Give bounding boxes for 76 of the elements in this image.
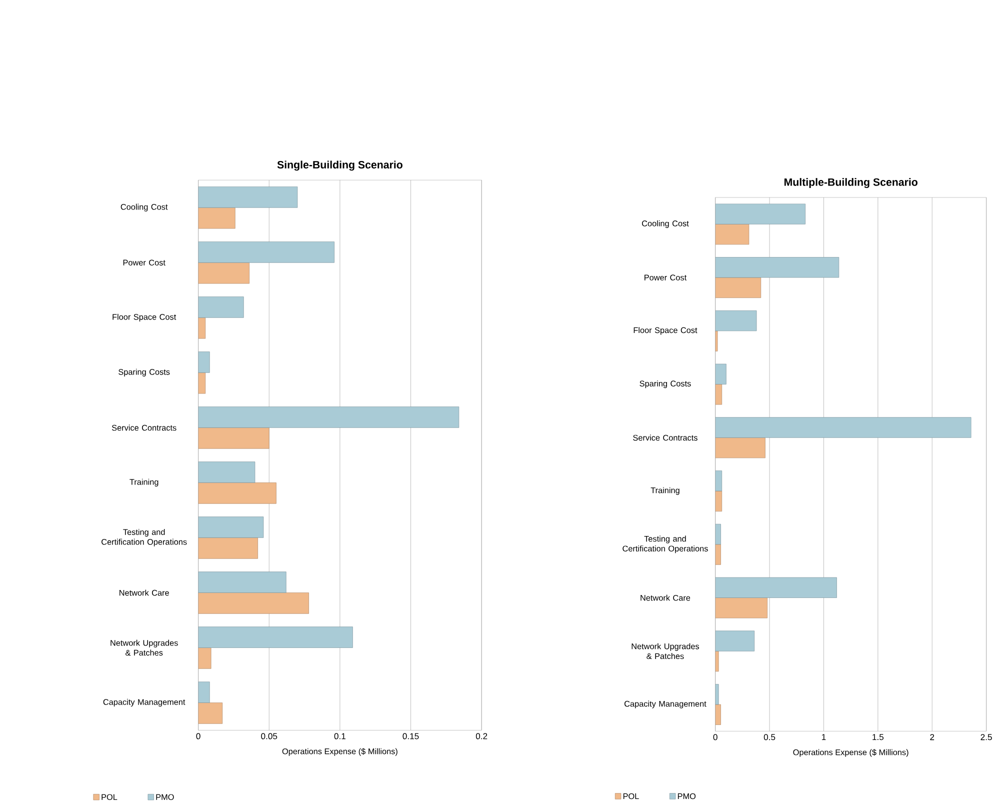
x-tick-label: 0.2	[476, 732, 488, 740]
bar	[715, 384, 722, 405]
bar	[715, 490, 722, 512]
bar	[198, 372, 206, 394]
bar	[715, 704, 721, 725]
legend-label: POL	[623, 793, 639, 799]
bar	[198, 702, 223, 724]
y-tick-label: Network Upgrades & Patches	[632, 643, 700, 659]
y-tick-label: Service Contracts	[112, 424, 176, 430]
x-tick-label: 2	[930, 734, 934, 740]
x-tick-label: 0	[196, 732, 200, 740]
y-tick-label: Training	[130, 478, 158, 486]
bar	[715, 650, 719, 672]
y-tick-label: Testing and Certification Operations	[622, 535, 708, 553]
x-tick-label: 0.5	[764, 734, 776, 740]
x-axis-title: Operations Expense ($ Millions)	[793, 748, 908, 757]
x-axis-title: Operations Expense ($ Millions)	[282, 748, 398, 756]
y-tick-label: Cooling Cost	[642, 220, 689, 228]
bar	[198, 482, 276, 504]
bar	[198, 461, 256, 483]
bar	[198, 537, 258, 559]
bar	[198, 207, 236, 228]
x-tick-label: 2.5	[980, 734, 992, 740]
y-tick-label: Power Cost	[123, 260, 166, 266]
bar	[198, 571, 286, 593]
bar	[715, 364, 726, 384]
y-tick-label: Testing and Certification Operations	[102, 528, 187, 546]
bar	[198, 262, 250, 284]
bar	[715, 277, 762, 298]
bar	[715, 256, 840, 278]
x-tick-label: 0	[713, 734, 718, 740]
bar	[715, 577, 837, 598]
y-tick-label: Cooling Cost	[120, 204, 168, 212]
y-tick-label: Network Care	[120, 590, 169, 596]
bar	[198, 516, 264, 538]
x-tick-label: 1.5	[872, 734, 884, 740]
y-tick-label: Floor Space Cost	[112, 314, 176, 322]
bar	[715, 224, 750, 244]
x-tick-label: 0.15	[402, 732, 419, 740]
bar	[715, 437, 766, 458]
bar	[715, 330, 718, 352]
legend-label: PMO	[678, 793, 696, 799]
y-tick-label: Network Upgrades & Patches	[110, 640, 178, 656]
bar	[198, 406, 460, 428]
y-tick-label: Floor Space Cost	[634, 326, 698, 335]
bar	[198, 592, 309, 614]
y-tick-label: Service Contracts	[633, 434, 698, 440]
x-tick-label: 1	[822, 734, 826, 740]
bar	[198, 352, 210, 372]
y-tick-label: Capacity Management	[103, 698, 186, 706]
bar	[715, 630, 755, 652]
bar	[198, 317, 206, 339]
bar	[198, 427, 270, 449]
bar	[715, 310, 757, 331]
bar	[198, 647, 212, 669]
bar	[715, 417, 972, 438]
bar	[198, 681, 210, 703]
x-tick-label: 0.05	[261, 732, 278, 740]
bar	[198, 241, 334, 263]
legend-label: PMO	[156, 794, 174, 800]
bar	[198, 296, 244, 318]
y-tick-label: Sparing Costs	[640, 380, 691, 388]
bar	[715, 597, 768, 618]
x-tick-label: 0.1	[334, 732, 346, 740]
bar	[715, 544, 721, 565]
y-tick-label: Power Cost	[644, 274, 687, 280]
bar	[715, 204, 806, 224]
chart-title: Single-Building Scenario	[277, 160, 402, 170]
bar	[198, 186, 298, 208]
y-tick-label: Training	[650, 487, 680, 495]
y-tick-label: Sparing Costs	[118, 368, 170, 376]
y-tick-label: Network Care	[640, 594, 690, 601]
bar	[198, 626, 353, 648]
legend-label: POL	[102, 794, 118, 800]
chart-title: Multiple-Building Scenario	[784, 178, 918, 188]
y-tick-label: Capacity Management	[624, 700, 706, 708]
